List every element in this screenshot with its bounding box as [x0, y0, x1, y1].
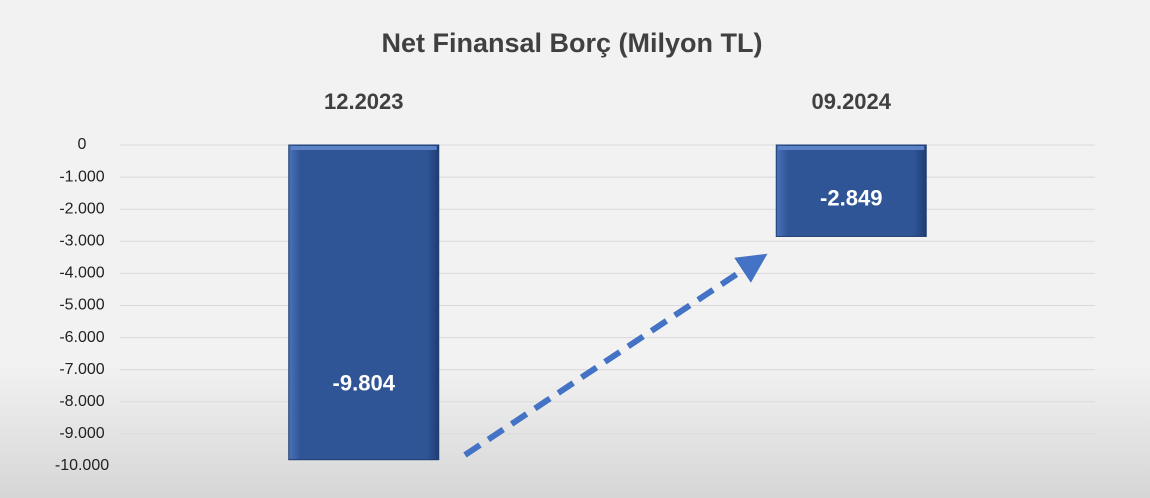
y-tick-label: -2.000 — [59, 200, 104, 217]
y-tick-label: 0 — [78, 136, 87, 153]
y-tick-label: -7.000 — [59, 361, 104, 378]
y-tick-label: -5.000 — [59, 297, 104, 314]
y-tick-label: -4.000 — [59, 265, 104, 282]
y-tick-label: -9.000 — [59, 425, 104, 442]
y-tick-label: -10.000 — [55, 457, 109, 474]
bar — [775, 144, 927, 237]
y-tick-label: -6.000 — [59, 329, 104, 346]
chart-title: Net Finansal Borç (Milyon TL) — [381, 28, 762, 58]
value-label: -2.849 — [820, 186, 882, 211]
x-tick-label: 09.2024 — [811, 89, 891, 114]
y-tick-label: -3.000 — [59, 233, 104, 250]
bar-bevel — [778, 146, 925, 150]
bar — [288, 144, 440, 461]
y-tick-label: -1.000 — [59, 168, 104, 185]
y-tick-label: -8.000 — [59, 393, 104, 410]
value-label: -9.804 — [333, 371, 396, 396]
x-tick-label: 12.2023 — [324, 89, 404, 114]
trend-arrow — [463, 253, 768, 458]
bar-bevel — [290, 146, 437, 150]
